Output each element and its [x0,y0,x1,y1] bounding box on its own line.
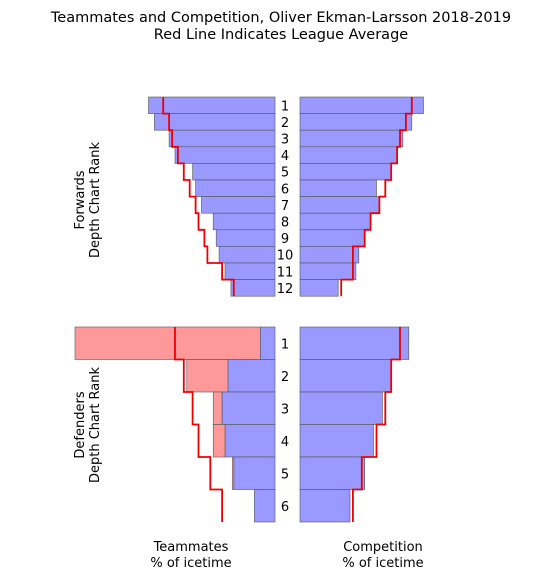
forwards-teammates-average-line [162,97,235,297]
forwards-teammates-bar-6 [195,179,276,197]
defenders-teammates-bar-1 [259,326,276,360]
defenders-teammates-bar-6 [254,489,276,523]
defenders-ylabel-line2: Depth Chart Rank [88,367,103,484]
forwards-rank-label-9: 9 [281,232,289,247]
defenders-competition-bar-3 [299,391,383,425]
defenders-rank-label-4: 4 [281,435,289,450]
defenders-ylabel-line1: Defenders [73,391,88,458]
forwards-competition-bar-1 [299,96,424,114]
defenders-competition-bar-1 [299,326,410,360]
forwards-rank-label-11: 11 [277,265,294,280]
defenders-teammates-average-line [174,327,223,522]
forwards-rank-label-2: 2 [281,116,289,131]
forwards-competition-average-line [340,97,413,297]
forwards-ylabel-line2: Depth Chart Rank [88,142,103,259]
defenders-rank-label-2: 2 [281,370,289,385]
forwards-teammates-bar-7 [201,196,276,214]
forwards-competition-bar-4 [299,146,398,164]
forwards-competition-bar-10 [299,246,360,264]
forwards-rank-label-1: 1 [281,99,289,114]
chart-title: Teammates and Competition, Oliver Ekman-… [50,10,511,26]
forwards-teammates-bar-4 [174,146,276,164]
forwards-rank-label-4: 4 [281,149,289,164]
forwards-competition-bar-5 [299,163,392,181]
defenders-panel: 1 2 3 4 5 6 [74,326,410,523]
forwards-teammates-bar-3 [168,129,276,148]
forwards-competition-bar-6 [299,179,377,197]
teammates-xlabel-line1: Teammates [153,540,229,555]
forwards-teammates-bar-8 [212,212,276,231]
defenders-teammates-bar-5 [233,456,276,490]
defenders-teammates-bar-3 [221,391,276,425]
defenders-competition-bar-4 [299,424,374,458]
forwards-teammates-bar-10 [218,246,276,264]
forwards-competition-bar-8 [299,212,371,231]
forwards-competition-bar-9 [299,229,365,247]
forwards-competition-bar-7 [299,196,380,214]
forwards-rank-label-3: 3 [281,133,289,148]
forwards-teammates-bar-1 [148,96,276,114]
forwards-teammates-bar-11 [224,262,276,280]
forwards-competition-bar-11 [299,262,357,280]
forwards-teammates-bar-9 [215,229,276,247]
teammates-xlabel-line2: % of icetime [150,556,231,571]
defenders-competition-bar-2 [299,359,392,393]
forwards-teammates-bar-2 [154,113,276,131]
defenders-teammates-excess-bar-4 [212,424,226,458]
forwards-ylabel-line1: Forwards [73,170,88,229]
forwards-competition-bar-3 [299,129,404,148]
forwards-rank-label-12: 12 [277,282,294,297]
defenders-teammates-bar-2 [227,359,276,393]
defenders-rank-label-5: 5 [281,467,289,482]
defenders-rank-label-3: 3 [281,402,289,417]
competition-xlabel-line1: Competition [343,540,423,555]
forwards-competition-bar-2 [299,113,413,131]
forwards-rank-label-5: 5 [281,166,289,181]
defenders-teammates-bar-4 [224,424,276,458]
chart-subtitle: Red Line Indicates League Average [154,27,408,43]
forwards-rank-label-10: 10 [277,249,294,264]
defenders-competition-average-line [352,327,401,522]
forwards-rank-label-6: 6 [281,182,289,197]
defenders-rank-label-1: 1 [281,337,289,352]
defenders-competition-bar-6 [299,489,351,523]
defenders-competition-bar-5 [299,456,365,490]
defenders-teammates-excess-bar-2 [186,359,229,393]
forwards-rank-label-7: 7 [281,199,289,214]
defenders-teammates-excess-bar-1 [74,326,261,360]
defenders-teammates-excess-bar-5 [232,456,235,490]
competition-xlabel-line2: % of icetime [342,556,423,571]
forwards-teammates-bar-5 [192,163,276,181]
forwards-teammates-bar-12 [230,279,276,297]
defenders-rank-label-6: 6 [281,500,289,515]
forwards-competition-bar-12 [299,279,339,297]
defenders-teammates-excess-bar-3 [212,391,223,425]
forwards-rank-label-8: 8 [281,216,289,231]
